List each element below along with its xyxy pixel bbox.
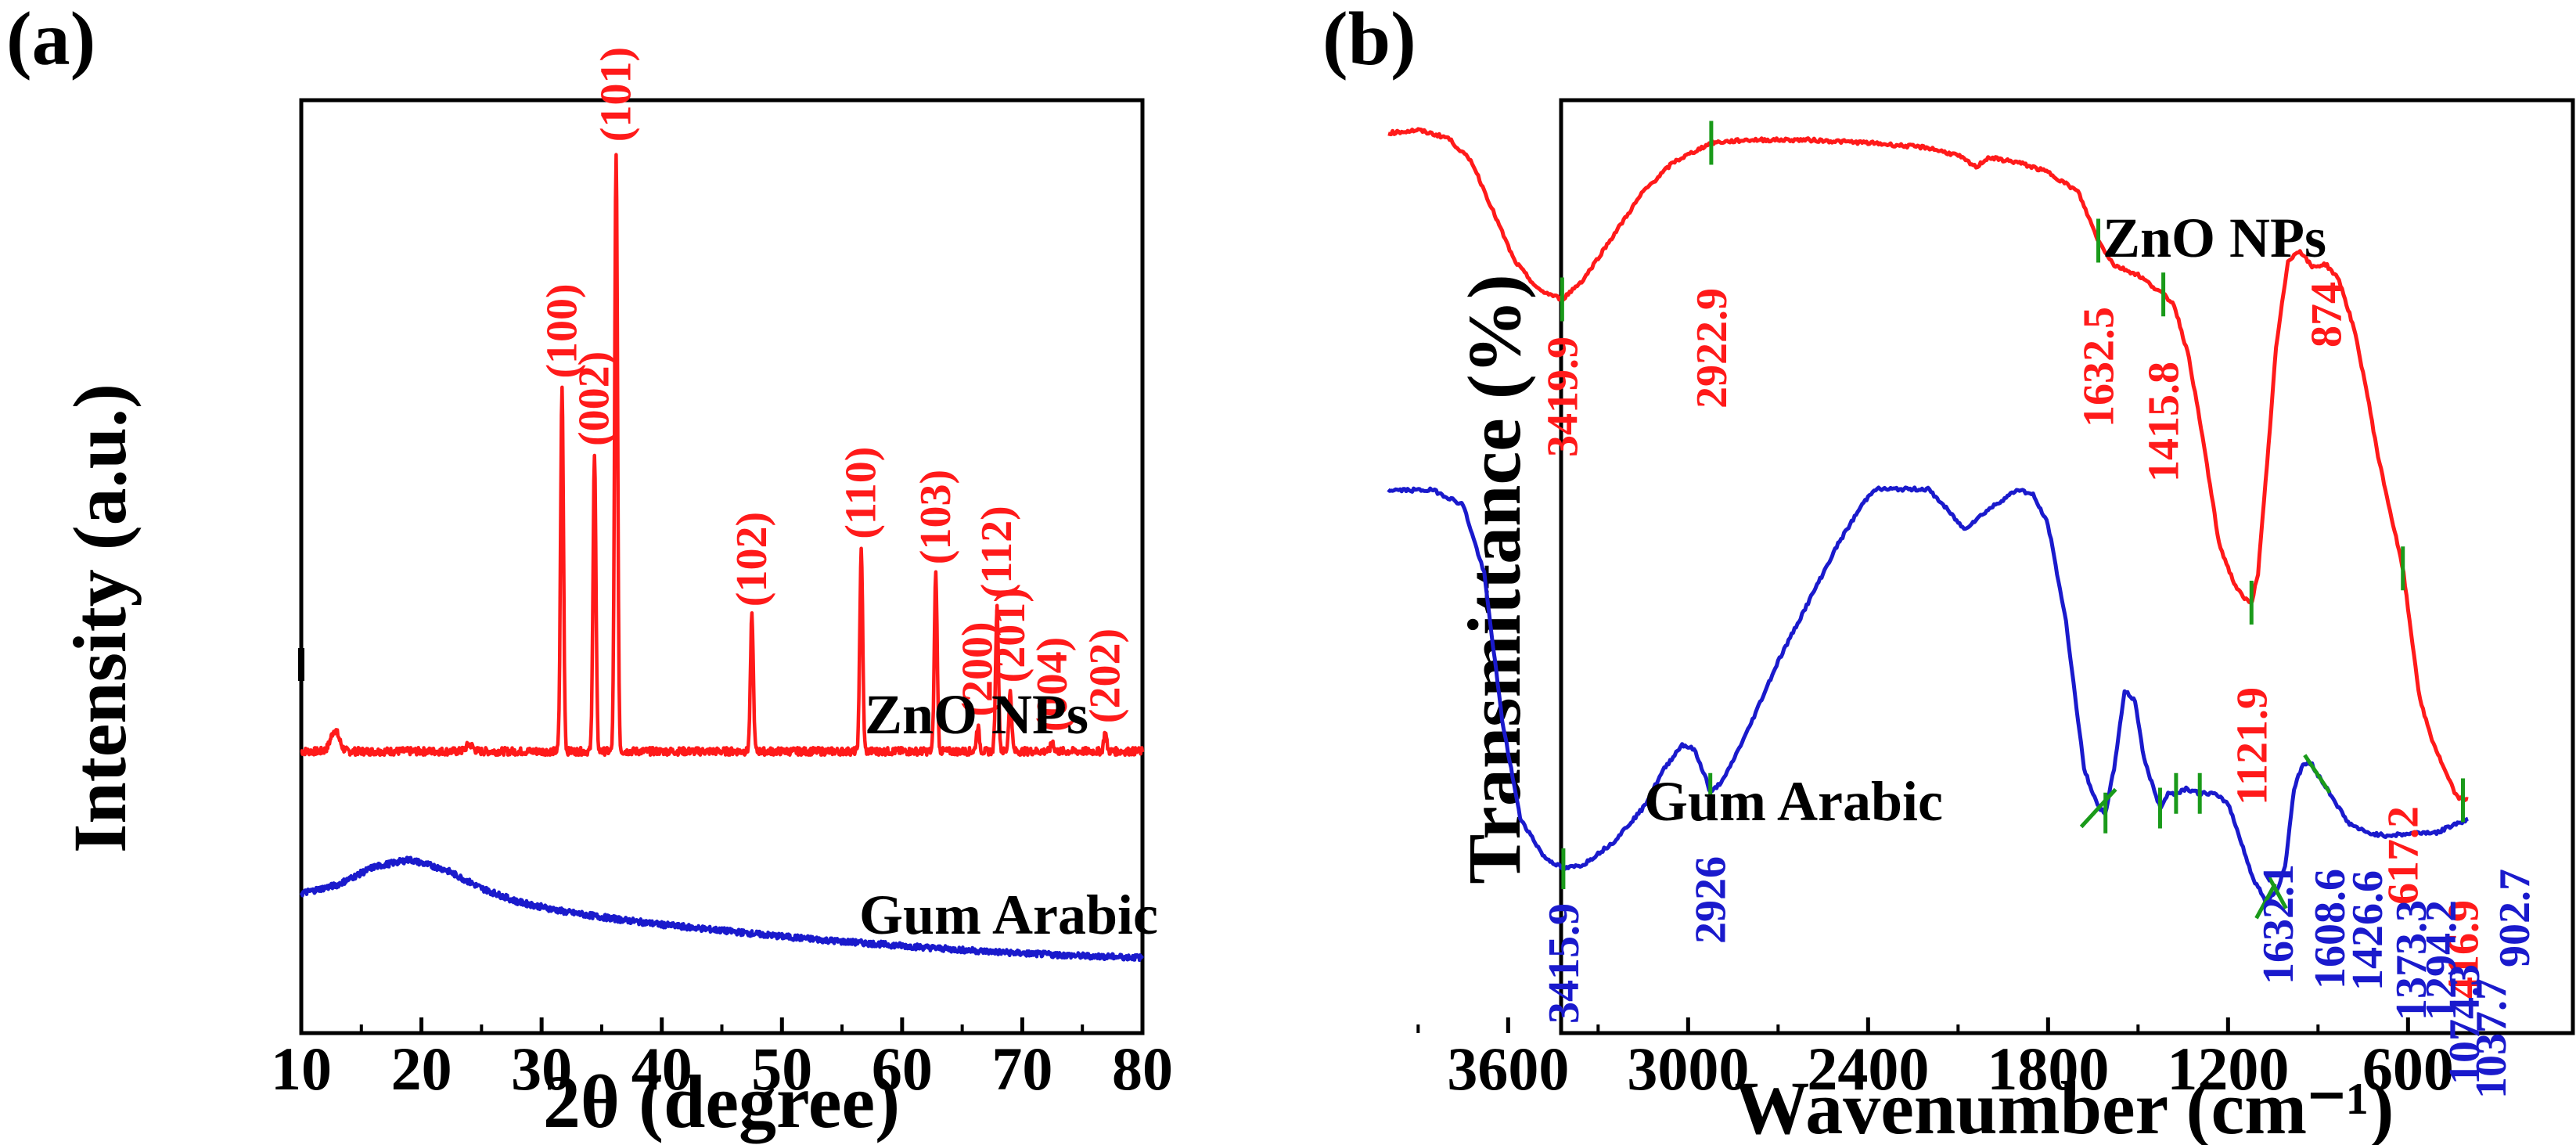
panel-a-xtick-label: 30 — [511, 1035, 572, 1103]
panel-b-peak-label: 1074.3 — [2441, 964, 2489, 1085]
panel-b-peak-marker — [2079, 787, 2117, 829]
panel-a-peak-label: (103) — [912, 470, 960, 564]
panel-b-xtick-label: 1800 — [1987, 1035, 2109, 1103]
panel-b-x-axis-title: Wavenumber (cm⁻¹) — [1735, 1066, 2394, 1145]
panel-b-y-axis-title: Transmittance (%) — [1452, 274, 1536, 884]
panel-b-peak-label: 2926 — [1687, 856, 1736, 944]
panel-b-gum-arabic-line — [1387, 485, 2469, 905]
panel-a-ticks — [298, 648, 1145, 1033]
panel-a-xtick-label: 10 — [271, 1035, 332, 1103]
panel-a-peak-label: (110) — [837, 447, 886, 539]
panel-b-peak-label: 1415.8 — [2140, 362, 2189, 482]
panel-a-peak-labels: (100)(002) (101) (102) (110) (103) (200) (112)… — [538, 47, 1129, 732]
panel-a-peak-label: (100) — [538, 283, 586, 378]
panel-a-xtick-label: 50 — [751, 1035, 812, 1103]
panel-b-peak-label: 1294.2 — [2417, 900, 2466, 1021]
panel-a-y-axis-title: Intensity (a.u.) — [58, 383, 142, 853]
panel-b-xtick-label: 3000 — [1627, 1035, 1749, 1103]
panel-a-xtick-label: 80 — [1112, 1035, 1173, 1103]
panel-b-peak-label: 874 — [2302, 282, 2351, 347]
panel-b-peak-marker — [2265, 873, 2288, 909]
panel-b-ticks — [1416, 1017, 2410, 1033]
panel-b-zno-series-label: ZnO NPs — [2103, 207, 2326, 269]
panel-b-peak-markers — [1560, 121, 2466, 920]
panel-a-xtick-label: 60 — [872, 1035, 933, 1103]
panel-a-zno-series-label: ZnO NPs — [865, 683, 1088, 746]
panel-a-label: (a) — [6, 0, 95, 81]
panel-b-peak-label: 1426.6 — [2344, 870, 2392, 991]
panel-a-xtick-label: 70 — [991, 1035, 1052, 1103]
panel-a-peak-label: (102) — [728, 512, 776, 607]
panel-b-peak-label: 1632.1 — [2254, 864, 2303, 985]
panel-a-x-axis-title: 2θ (degree) — [543, 1060, 900, 1143]
panel-b-peak-marker — [2303, 754, 2332, 794]
panel-a-gum-arabic-line — [299, 855, 1144, 963]
panel-b-xtick-label: 2400 — [1807, 1035, 1929, 1103]
panel-b-peak-marker — [2254, 883, 2277, 920]
panel-b-label: (b) — [1322, 0, 1416, 81]
panel-a-peak-label: (202) — [1081, 628, 1129, 723]
panel-a-peak-label: (002) — [570, 351, 619, 446]
panel-a-xtick-label: 20 — [391, 1035, 452, 1103]
panel-b-tick-labels: 3600 3000 2400 1800 1200 600 — [1447, 1035, 2453, 1103]
panel-b-peak-label: 416.9 — [2440, 900, 2488, 999]
panel-b-peak-label: 1373.3 — [2387, 900, 2436, 1021]
panel-b-peak-labels: 3419.9 2922.9 1632.5 1415.8 874 1121.9 617.241… — [1538, 282, 2539, 1099]
panel-b-peak-label: 617.2 — [2380, 806, 2428, 905]
panel-a-peak-label: (004) — [1028, 637, 1077, 732]
panel-a-gum-series-label: Gum Arabic — [859, 884, 1158, 946]
panel-a-peak-label: (200) — [954, 621, 1002, 716]
panel-b-frame — [1559, 98, 2575, 1035]
panel-a-peak-label: (112) — [973, 506, 1021, 598]
panel-b-peak-label: 3415.9 — [1540, 903, 1588, 1024]
panel-a: (a) 10 20 30 40 50 60 70 80 2θ (degree) Intensi… — [6, 0, 1173, 1143]
panel-b-peak-label: 1608.6 — [2306, 869, 2355, 989]
panel-b-peak-label: 1121.9 — [2228, 687, 2276, 805]
panel-b-zno-line — [1387, 127, 2469, 802]
panel-a-peak-label: (101) — [592, 47, 640, 142]
panel-b-xtick-label: 3600 — [1447, 1035, 1569, 1103]
panel-b-peak-label: 3419.9 — [1538, 337, 1587, 457]
panel-b-peak-label: 2922.9 — [1688, 288, 1736, 409]
panel-a-xtick-label: 40 — [631, 1035, 693, 1103]
panel-b-xtick-label: 1200 — [2167, 1035, 2289, 1103]
panel-a-peak-label: (201) — [986, 588, 1034, 682]
panel-b-xtick-label: 600 — [2362, 1035, 2454, 1103]
panel-a-zno-line — [300, 153, 1145, 758]
panel-b-peak-label: 1037.7 — [2467, 978, 2516, 1099]
panel-a-tick-labels: 10 20 30 40 50 60 70 80 — [271, 1035, 1173, 1103]
panel-b-gum-series-label: Gum Arabic — [1644, 770, 1943, 833]
panel-b: (b) 3600 3000 2400 1800 1200 600 Wavenumber (… — [1322, 0, 2575, 1145]
panel-b-peak-label: 902.7 — [2491, 869, 2539, 967]
panel-b-peak-label: 1632.5 — [2075, 307, 2124, 427]
